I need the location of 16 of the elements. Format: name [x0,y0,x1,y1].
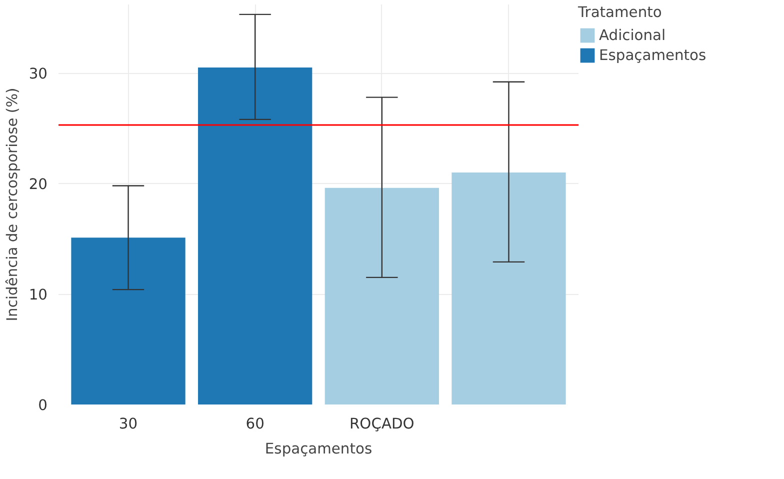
bar [198,67,312,404]
legend-label: Adicional [599,26,666,44]
y-axis-title: Incidência de cercosporiose (%) [4,88,21,322]
y-tick-label: 10 [28,286,48,304]
legend-label: Espaçamentos [599,46,706,64]
bar [71,238,186,404]
x-tick-label: 60 [246,416,264,432]
x-tick-label: ROÇADO [350,416,414,432]
y-tick-label: 30 [28,66,48,83]
x-axis-title: Espaçamentos [264,440,372,458]
bar [452,172,566,404]
legend-title: Tratamento [578,4,663,21]
bar [324,188,439,404]
x-tick-label: 30 [118,416,138,432]
y-tick-label: 0 [38,397,48,414]
y-tick-label: 20 [28,176,48,194]
